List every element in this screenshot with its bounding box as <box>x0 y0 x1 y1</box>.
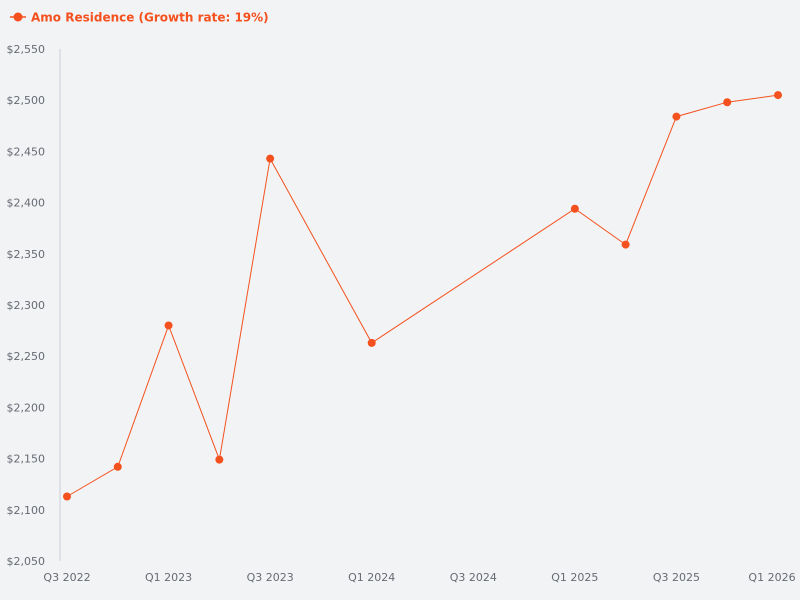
data-point[interactable] <box>774 91 782 100</box>
legend[interactable]: Amo Residence (Growth rate: 19%) <box>10 11 269 25</box>
y-tick-label: $2,550 <box>7 43 46 56</box>
data-point[interactable] <box>723 98 732 107</box>
x-tick-label: Q1 2023 <box>145 571 192 584</box>
series-points <box>63 91 782 501</box>
y-tick-label: $2,200 <box>7 401 46 414</box>
y-tick-label: $2,300 <box>7 299 46 312</box>
data-point[interactable] <box>266 154 275 163</box>
data-point[interactable] <box>672 112 681 121</box>
x-tick-label: Q3 2025 <box>653 571 700 584</box>
y-tick-label: $2,350 <box>7 248 46 261</box>
data-point[interactable] <box>164 321 173 330</box>
data-point[interactable] <box>367 338 376 347</box>
y-tick-label: $2,100 <box>7 504 46 517</box>
x-tick-label: Q3 2022 <box>43 571 90 584</box>
x-tick-label: Q1 2024 <box>348 571 395 584</box>
y-tick-label: $2,250 <box>7 350 46 363</box>
legend-label: Amo Residence (Growth rate: 19%) <box>31 11 269 25</box>
y-axis-ticks: $2,050 $2,100 $2,150 $2,200 $2,250 $2,300 $2,3… <box>7 43 46 568</box>
legend-marker-icon <box>13 12 23 22</box>
x-tick-label: Q1 2025 <box>551 571 598 584</box>
y-tick-label: $2,450 <box>7 145 46 158</box>
x-tick-label: Q3 2023 <box>247 571 294 584</box>
y-tick-label: $2,400 <box>7 197 46 210</box>
series-line <box>66 94 779 497</box>
data-point[interactable] <box>113 462 122 471</box>
data-point[interactable] <box>621 240 630 249</box>
y-tick-label: $2,500 <box>7 94 46 107</box>
y-tick-label: $2,050 <box>7 555 46 568</box>
data-point[interactable] <box>215 455 224 464</box>
y-tick-label: $2,150 <box>7 453 46 466</box>
x-tick-label: Q1 2026 <box>748 571 795 584</box>
data-point[interactable] <box>63 492 71 501</box>
x-tick-label: Q3 2024 <box>450 571 497 584</box>
data-point[interactable] <box>570 204 579 213</box>
x-axis-ticks: Q3 2022 Q1 2023 Q3 2023 Q1 2024 Q3 2024 Q1 20… <box>43 571 795 584</box>
